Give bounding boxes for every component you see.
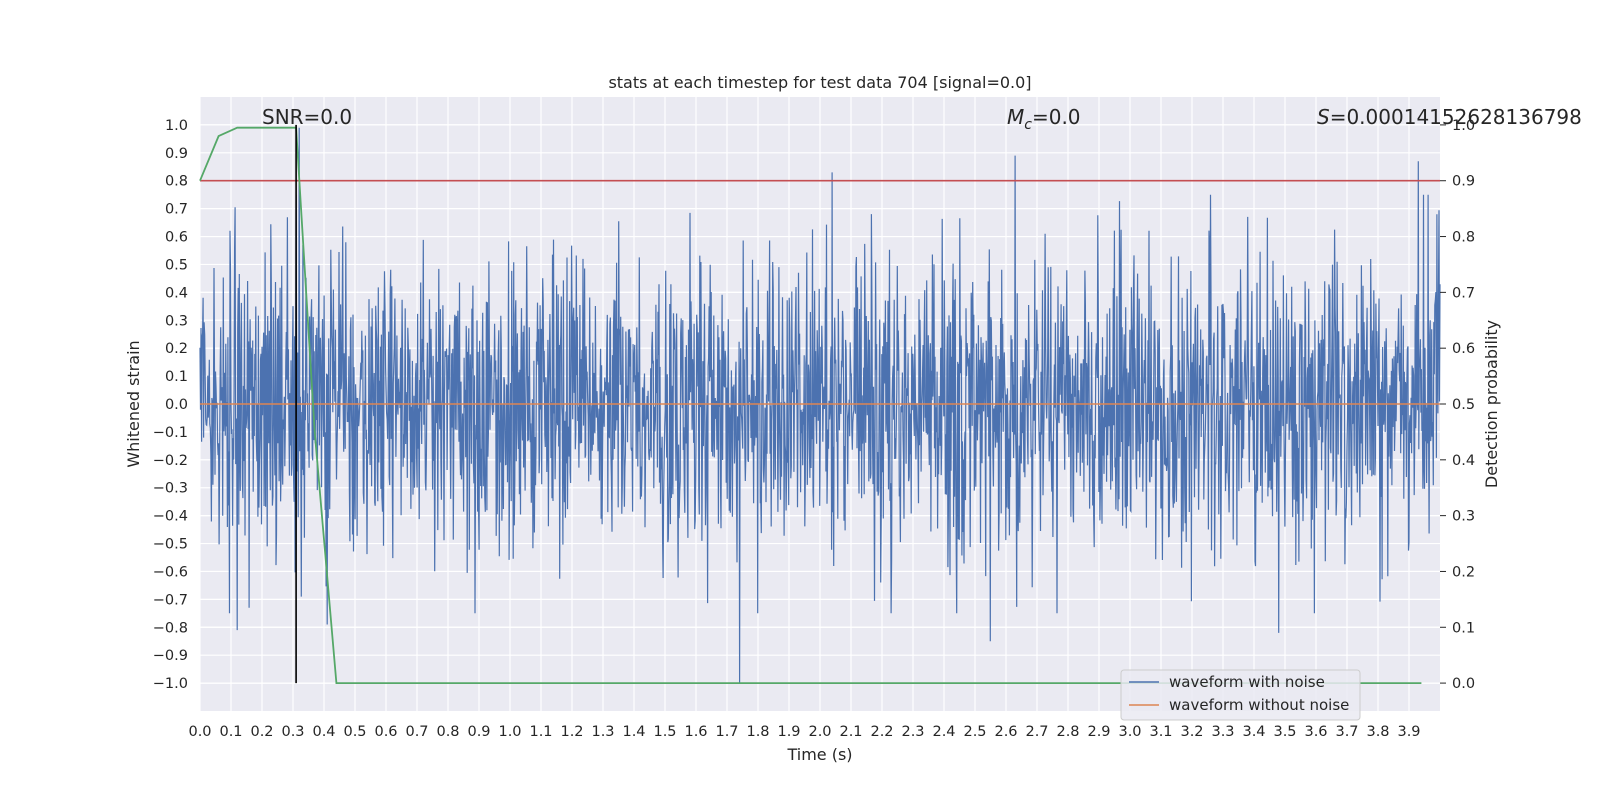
chart-title: stats at each timestep for test data 704…	[608, 73, 1031, 92]
x-tick-label: 3.1	[1149, 724, 1172, 740]
x-tick-label: 0.1	[219, 724, 242, 740]
x-tick-label: 3.0	[1118, 724, 1141, 740]
x-tick-label: 0.7	[405, 724, 428, 740]
x-tick-label: 0.8	[436, 724, 459, 740]
x-tick-label: 1.2	[560, 724, 583, 740]
x-tick-label: 2.0	[808, 724, 831, 740]
snr-annotation: SNR=0.0	[262, 105, 352, 129]
y-tick-label-left: 0.3	[165, 313, 188, 329]
x-tick-label: 2.5	[963, 724, 986, 740]
x-tick-label: 1.6	[684, 724, 707, 740]
y-tick-label-left: 0.8	[165, 174, 188, 190]
y-tick-label-left: −1.0	[153, 676, 188, 692]
y-tick-label-right: 0.0	[1452, 676, 1475, 692]
mc-annotation: Mc=0.0	[1007, 105, 1081, 133]
x-tick-label: 3.8	[1366, 724, 1389, 740]
mc-subscript: c	[1024, 117, 1032, 133]
y-tick-label-right: 0.4	[1452, 453, 1475, 469]
y-tick-label-right: 0.7	[1452, 285, 1475, 301]
x-tick-label: 2.7	[1025, 724, 1048, 740]
y-tick-label-right: 0.6	[1452, 341, 1475, 357]
legend: waveform with noise waveform without noi…	[1120, 669, 1361, 721]
s-value: =0.00014152628136798	[1330, 105, 1582, 129]
x-tick-label: 0.5	[343, 724, 366, 740]
x-tick-label: 2.4	[932, 724, 955, 740]
x-tick-label: 3.4	[1242, 724, 1265, 740]
legend-label-clean: waveform without noise	[1169, 696, 1349, 714]
x-tick-label: 2.8	[1056, 724, 1079, 740]
legend-box	[1120, 669, 1361, 721]
x-tick-label: 1.5	[653, 724, 676, 740]
x-tick-label: 0.2	[250, 724, 273, 740]
x-tick-label: 3.2	[1180, 724, 1203, 740]
x-tick-label: 3.6	[1304, 724, 1327, 740]
x-axis-label: Time (s)	[786, 745, 852, 764]
x-tick-label: 0.9	[467, 724, 490, 740]
x-tick-label: 2.1	[839, 724, 862, 740]
s-annotation: S=0.00014152628136798	[1317, 105, 1582, 129]
x-tick-label: 1.3	[591, 724, 614, 740]
x-tick-label: 3.7	[1335, 724, 1358, 740]
y-axis-label-left: Whitened strain	[124, 340, 143, 467]
x-tick-label: 0.6	[374, 724, 397, 740]
x-tick-label: 0.4	[312, 724, 335, 740]
y-tick-label-right: 0.2	[1452, 564, 1475, 580]
y-tick-label-right: 0.3	[1452, 509, 1475, 525]
x-tick-label: 1.4	[622, 724, 645, 740]
x-tick-label: 3.9	[1397, 724, 1420, 740]
y-tick-label-left: 0.6	[165, 230, 188, 246]
y-tick-label-left: 1.0	[165, 118, 188, 134]
x-tick-label: 1.0	[498, 724, 521, 740]
y-tick-label-left: −0.1	[153, 425, 188, 441]
series-detection-probability	[199, 126, 1422, 684]
y-tick-label-left: 0.9	[165, 146, 188, 162]
y-tick-label-right: 0.1	[1452, 620, 1475, 636]
ticks: 0.0 0.1 0.2 0.3 0.4 0.5 0.6 0.7 0.8 0.9 1.0 1.1 1.2 1…	[153, 118, 1475, 740]
y-tick-label-right: 0.5	[1452, 397, 1475, 413]
x-tick-label: 3.5	[1273, 724, 1296, 740]
x-tick-label: 3.3	[1211, 724, 1234, 740]
y-axis-label-right: Detection probability	[1482, 320, 1501, 488]
y-tick-label-left: 0.1	[165, 369, 188, 385]
x-tick-label: 2.2	[870, 724, 893, 740]
y-tick-label-left: −0.8	[153, 620, 188, 636]
mc-value: =0.0	[1032, 105, 1081, 129]
y-tick-label-left: −0.3	[153, 481, 188, 497]
y-tick-label-right: 0.9	[1452, 174, 1475, 190]
y-tick-label-left: −0.7	[153, 592, 188, 608]
series-waveform-with-noise	[199, 127, 1441, 684]
y-tick-label-left: 0.2	[165, 341, 188, 357]
x-tick-label: 0.3	[281, 724, 304, 740]
legend-label-noise: waveform with noise	[1169, 673, 1325, 691]
series-layer	[199, 124, 1441, 684]
x-tick-label: 1.8	[746, 724, 769, 740]
y-tick-label-left: −0.5	[153, 537, 188, 553]
x-tick-label: 1.9	[777, 724, 800, 740]
y-tick-label-left: −0.2	[153, 453, 188, 469]
y-tick-label-left: 0.5	[165, 257, 188, 273]
x-tick-label: 2.9	[1087, 724, 1110, 740]
y-tick-label-right: 1.0	[1452, 118, 1475, 134]
x-tick-label: 1.1	[529, 724, 552, 740]
x-tick-label: 0.0	[188, 724, 211, 740]
y-tick-label-left: −0.6	[153, 564, 188, 580]
x-tick-label: 2.3	[901, 724, 924, 740]
mc-symbol: M	[1007, 105, 1024, 129]
y-tick-label-left: −0.9	[153, 648, 188, 664]
y-tick-label-left: 0.4	[165, 285, 188, 301]
x-tick-label: 2.6	[994, 724, 1017, 740]
y-tick-label-left: 0.0	[165, 397, 188, 413]
s-symbol: S	[1317, 105, 1330, 129]
y-tick-label-left: −0.4	[153, 509, 188, 525]
y-tick-label-left: 0.7	[165, 202, 188, 218]
x-tick-label: 1.7	[715, 724, 738, 740]
y-tick-label-right: 0.8	[1452, 230, 1475, 246]
